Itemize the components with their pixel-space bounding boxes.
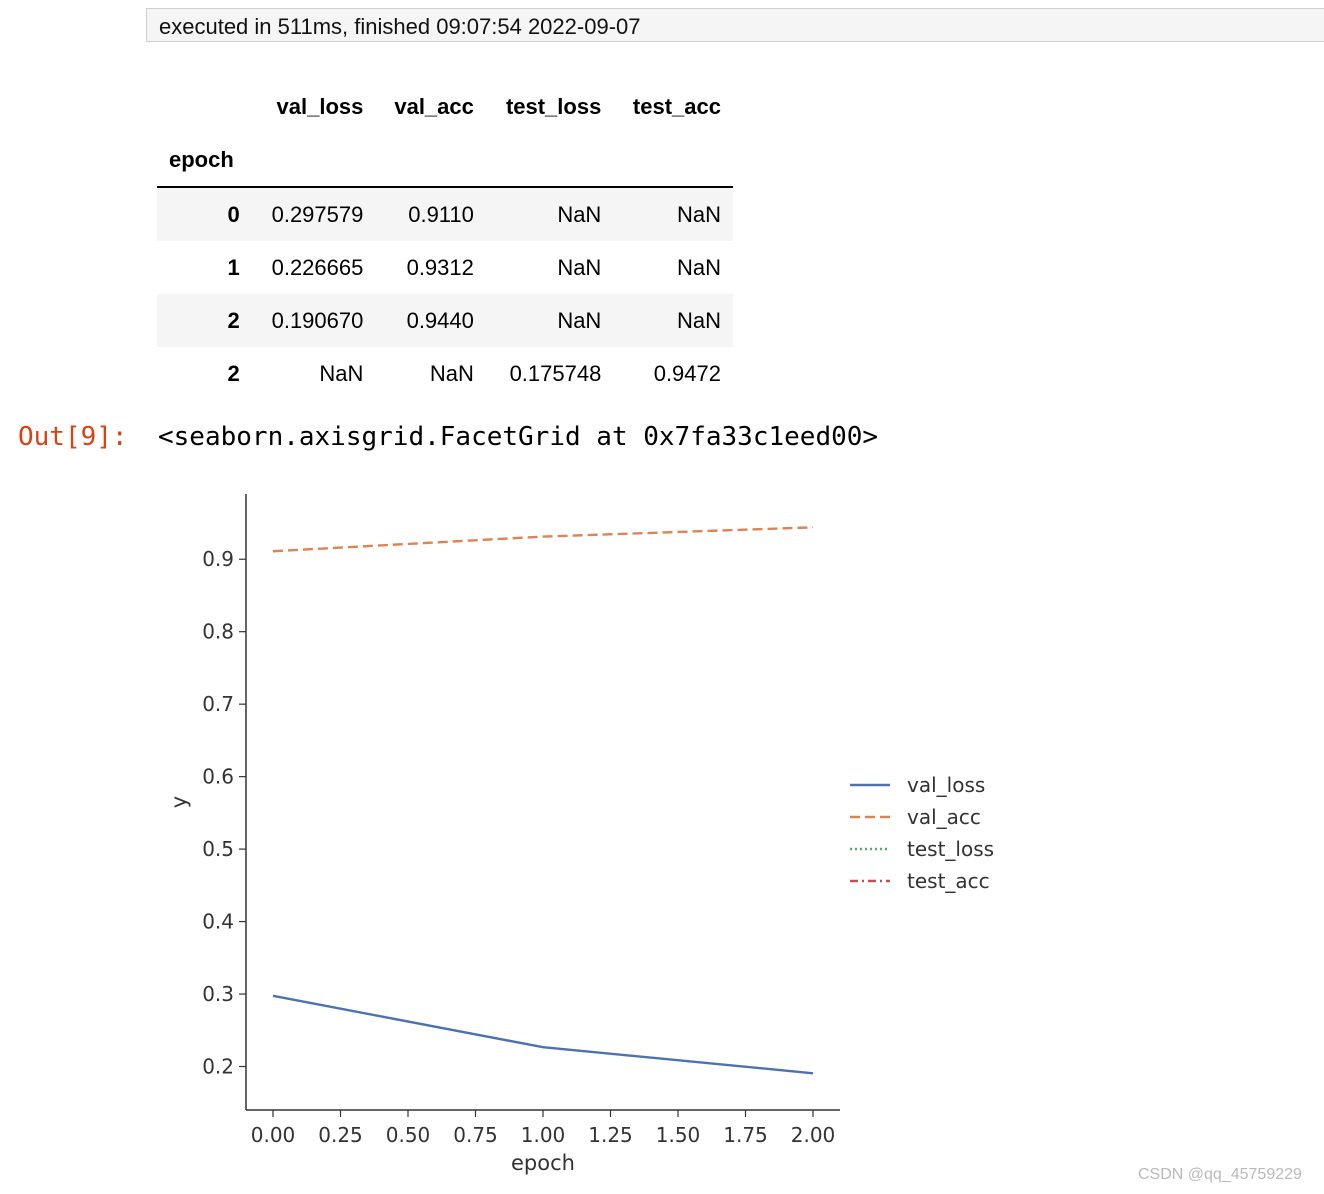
table-cell: 0.190670 — [271, 307, 364, 333]
series-line-val_acc — [272, 526, 814, 553]
table-cell: 0.9110 — [408, 201, 474, 227]
column-header: test_acc — [632, 93, 721, 119]
table-cell: 0.9472 — [653, 360, 721, 386]
table-row: 0 0.297579 0.9110 NaN NaN — [157, 187, 733, 241]
y-tick-label: 0.2 — [202, 1055, 234, 1079]
table-cell: NaN — [557, 201, 602, 227]
y-tick-label: 0.5 — [202, 837, 234, 861]
legend-label-val_loss: val_loss — [907, 773, 985, 797]
output-prompt: Out[9]: — [18, 422, 128, 452]
row-index: 1 — [227, 254, 240, 280]
column-header: val_acc — [394, 93, 474, 119]
line-chart: 0.00 0.25 0.50 0.75 1.00 1.25 1.50 1.75 2.00 0.2 0… — [167, 494, 994, 1175]
index-header-blank — [157, 80, 252, 133]
series-line-val_loss — [272, 994, 814, 1075]
x-tick-label: 1.25 — [588, 1123, 633, 1147]
row-index: 0 — [227, 201, 240, 227]
table-cell: NaN — [676, 254, 721, 280]
table-row: 2 NaN NaN 0.175748 0.9472 — [157, 347, 733, 400]
table-cell: NaN — [557, 307, 602, 333]
legend-label-test_loss: test_loss — [907, 837, 994, 861]
table-row: 1 0.226665 0.9312 NaN NaN — [157, 241, 733, 294]
x-tick-label: 0.50 — [386, 1123, 431, 1147]
row-index: 2 — [227, 360, 240, 386]
legend-label-val_acc: val_acc — [907, 805, 981, 829]
table-cell: NaN — [676, 307, 721, 333]
y-tick-label: 0.3 — [202, 982, 234, 1006]
table-cell: NaN — [429, 360, 474, 386]
x-axis-label: epoch — [511, 1151, 575, 1175]
watermark: CSDN @qq_45759229 — [1138, 1166, 1302, 1183]
x-tick-label: 2.00 — [791, 1123, 836, 1147]
column-header: test_loss — [505, 93, 602, 119]
x-tick-label: 0.25 — [318, 1123, 363, 1147]
y-axis-label: y — [167, 796, 191, 808]
index-name: epoch — [169, 146, 234, 172]
table-cell: NaN — [676, 201, 721, 227]
x-tick-label: 0.00 — [251, 1123, 296, 1147]
table-cell: NaN — [319, 360, 364, 386]
row-index: 2 — [227, 307, 240, 333]
y-tick-label: 0.9 — [202, 547, 234, 571]
x-tick-label: 1.75 — [723, 1123, 768, 1147]
legend-label-test_acc: test_acc — [907, 869, 990, 893]
output-repr-text: <seaborn.axisgrid.FacetGrid at 0x7fa33c1… — [158, 422, 879, 452]
column-header-row: val_loss val_acc test_loss test_acc — [157, 80, 733, 133]
table-cell: 0.9440 — [406, 307, 474, 333]
table-cell: 0.297579 — [271, 201, 364, 227]
table-cell: NaN — [557, 254, 602, 280]
execution-info-text: executed in 511ms, finished 09:07:54 202… — [159, 14, 641, 39]
index-name-row: epoch — [157, 133, 733, 187]
column-header: val_loss — [276, 93, 364, 119]
table-cell: 0.9312 — [406, 254, 474, 280]
table-row: 2 0.190670 0.9440 NaN NaN — [157, 294, 733, 347]
dataframe-table: val_loss val_acc test_loss test_acc epoc… — [157, 80, 733, 400]
y-tick-label: 0.6 — [202, 765, 234, 789]
execution-info-bar: executed in 511ms, finished 09:07:54 202… — [146, 8, 1324, 42]
x-tick-label: 0.75 — [453, 1123, 498, 1147]
x-tick-label: 1.00 — [521, 1123, 566, 1147]
x-tick-label: 1.50 — [656, 1123, 701, 1147]
y-tick-label: 0.8 — [202, 620, 234, 644]
y-tick-label: 0.4 — [202, 910, 234, 934]
table-cell: 0.175748 — [509, 360, 602, 386]
y-tick-label: 0.7 — [202, 692, 234, 716]
table-cell: 0.226665 — [271, 254, 364, 280]
